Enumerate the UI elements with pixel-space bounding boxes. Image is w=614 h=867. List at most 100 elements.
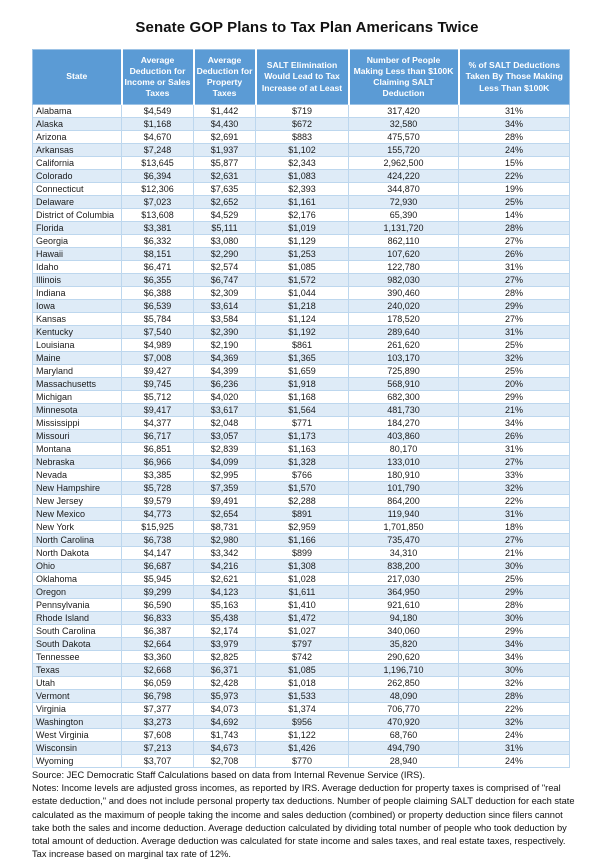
cell-value: $6,387 bbox=[121, 624, 194, 638]
cell-state: Arkansas bbox=[32, 143, 122, 157]
cell-state: Missouri bbox=[32, 429, 122, 443]
cell-value: $5,111 bbox=[193, 221, 256, 235]
cell-value: $7,213 bbox=[121, 741, 194, 755]
cell-value: $1,533 bbox=[255, 689, 349, 703]
cell-value: 262,850 bbox=[348, 676, 459, 690]
table-row: Missouri $6,717 $3,057 $1,173 403,860 26% bbox=[32, 429, 570, 443]
table-row: Vermont $6,798 $5,973 $1,533 48,090 28% bbox=[32, 689, 570, 703]
table-row: Georgia $6,332 $3,080 $1,129 862,110 27% bbox=[32, 234, 570, 248]
cell-value: 31% bbox=[458, 741, 570, 755]
cell-value: 30% bbox=[458, 611, 570, 625]
cell-value: 34,310 bbox=[348, 546, 459, 560]
cell-value: 340,060 bbox=[348, 624, 459, 638]
cell-value: $4,529 bbox=[193, 208, 256, 222]
cell-state: Mississippi bbox=[32, 416, 122, 430]
cell-state: New Hampshire bbox=[32, 481, 122, 495]
cell-value: $7,359 bbox=[193, 481, 256, 495]
cell-value: $1,163 bbox=[255, 442, 349, 456]
cell-value: $4,147 bbox=[121, 546, 194, 560]
cell-state: Kansas bbox=[32, 312, 122, 326]
table-row: Wisconsin $7,213 $4,673 $1,426 494,790 31% bbox=[32, 741, 570, 755]
table-row: New Hampshire $5,728 $7,359 $1,570 101,790 32… bbox=[32, 481, 570, 495]
table-row: New York $15,925 $8,731 $2,959 1,701,850 18% bbox=[32, 520, 570, 534]
cell-value: $3,273 bbox=[121, 715, 194, 729]
cell-value: 27% bbox=[458, 455, 570, 469]
cell-value: 1,196,710 bbox=[348, 663, 459, 677]
cell-value: $2,652 bbox=[193, 195, 256, 209]
cell-state: Wisconsin bbox=[32, 741, 122, 755]
cell-value: $2,959 bbox=[255, 520, 349, 534]
cell-value: $1,161 bbox=[255, 195, 349, 209]
table-row: Michigan $5,712 $4,020 $1,168 682,300 29% bbox=[32, 390, 570, 404]
cell-value: $15,925 bbox=[121, 520, 194, 534]
table-row: Minnesota $9,417 $3,617 $1,564 481,730 21% bbox=[32, 403, 570, 417]
cell-value: 390,460 bbox=[348, 286, 459, 300]
cell-value: $4,099 bbox=[193, 455, 256, 469]
table-row: Kentucky $7,540 $2,390 $1,192 289,640 31% bbox=[32, 325, 570, 339]
cell-value: $1,564 bbox=[255, 403, 349, 417]
cell-value: 32% bbox=[458, 481, 570, 495]
cell-value: $4,073 bbox=[193, 702, 256, 716]
cell-value: 24% bbox=[458, 754, 570, 768]
table-row: Texas $2,668 $6,371 $1,085 1,196,710 30% bbox=[32, 663, 570, 677]
cell-value: $4,692 bbox=[193, 715, 256, 729]
cell-state: Montana bbox=[32, 442, 122, 456]
cell-value: $4,989 bbox=[121, 338, 194, 352]
cell-state: South Carolina bbox=[32, 624, 122, 638]
cell-value: 184,270 bbox=[348, 416, 459, 430]
cell-state: Nebraska bbox=[32, 455, 122, 469]
cell-value: $3,614 bbox=[193, 299, 256, 313]
cell-value: $5,728 bbox=[121, 481, 194, 495]
cell-value: $2,621 bbox=[193, 572, 256, 586]
cell-value: $6,738 bbox=[121, 533, 194, 547]
cell-value: 133,010 bbox=[348, 455, 459, 469]
cell-value: $766 bbox=[255, 468, 349, 482]
cell-state: Maine bbox=[32, 351, 122, 365]
cell-value: $4,020 bbox=[193, 390, 256, 404]
table-row: Connecticut $12,306 $7,635 $2,393 344,870 19% bbox=[32, 182, 570, 196]
cell-value: $2,980 bbox=[193, 533, 256, 547]
cell-value: $9,745 bbox=[121, 377, 194, 391]
cell-value: $12,306 bbox=[121, 182, 194, 196]
cell-state: West Virginia bbox=[32, 728, 122, 742]
cell-value: 31% bbox=[458, 325, 570, 339]
table-row: Pennsylvania $6,590 $5,163 $1,410 921,610 28% bbox=[32, 598, 570, 612]
cell-value: 24% bbox=[458, 728, 570, 742]
cell-value: 1,131,720 bbox=[348, 221, 459, 235]
cell-value: $5,784 bbox=[121, 312, 194, 326]
cell-value: 119,940 bbox=[348, 507, 459, 521]
cell-value: 28% bbox=[458, 598, 570, 612]
cell-value: $4,773 bbox=[121, 507, 194, 521]
cell-value: 107,620 bbox=[348, 247, 459, 261]
cell-value: 22% bbox=[458, 494, 570, 508]
cell-value: $883 bbox=[255, 130, 349, 144]
cell-value: 27% bbox=[458, 312, 570, 326]
cell-value: 25% bbox=[458, 338, 570, 352]
cell-value: 80,170 bbox=[348, 442, 459, 456]
table-row: Maine $7,008 $4,369 $1,365 103,170 32% bbox=[32, 351, 570, 365]
cell-value: 29% bbox=[458, 585, 570, 599]
table-row: Hawaii $8,151 $2,290 $1,253 107,620 26% bbox=[32, 247, 570, 261]
cell-value: $2,631 bbox=[193, 169, 256, 183]
cell-state: Louisiana bbox=[32, 338, 122, 352]
cell-state: Minnesota bbox=[32, 403, 122, 417]
cell-value: $6,388 bbox=[121, 286, 194, 300]
cell-value: $5,163 bbox=[193, 598, 256, 612]
table-row: Montana $6,851 $2,839 $1,163 80,170 31% bbox=[32, 442, 570, 456]
cell-value: $1,472 bbox=[255, 611, 349, 625]
table-row: Washington $3,273 $4,692 $956 470,920 32% bbox=[32, 715, 570, 729]
cell-value: $3,707 bbox=[121, 754, 194, 768]
cell-value: 35,820 bbox=[348, 637, 459, 651]
cell-value: 424,220 bbox=[348, 169, 459, 183]
cell-value: 18% bbox=[458, 520, 570, 534]
table-row: Wyoming $3,707 $2,708 $770 28,940 24% bbox=[32, 754, 570, 768]
cell-value: 25% bbox=[458, 195, 570, 209]
cell-value: $7,377 bbox=[121, 702, 194, 716]
cell-value: 25% bbox=[458, 572, 570, 586]
cell-state: District of Columbia bbox=[32, 208, 122, 222]
cell-value: 921,610 bbox=[348, 598, 459, 612]
cell-value: $6,355 bbox=[121, 273, 194, 287]
cell-state: Utah bbox=[32, 676, 122, 690]
cell-state: New York bbox=[32, 520, 122, 534]
cell-value: $6,833 bbox=[121, 611, 194, 625]
